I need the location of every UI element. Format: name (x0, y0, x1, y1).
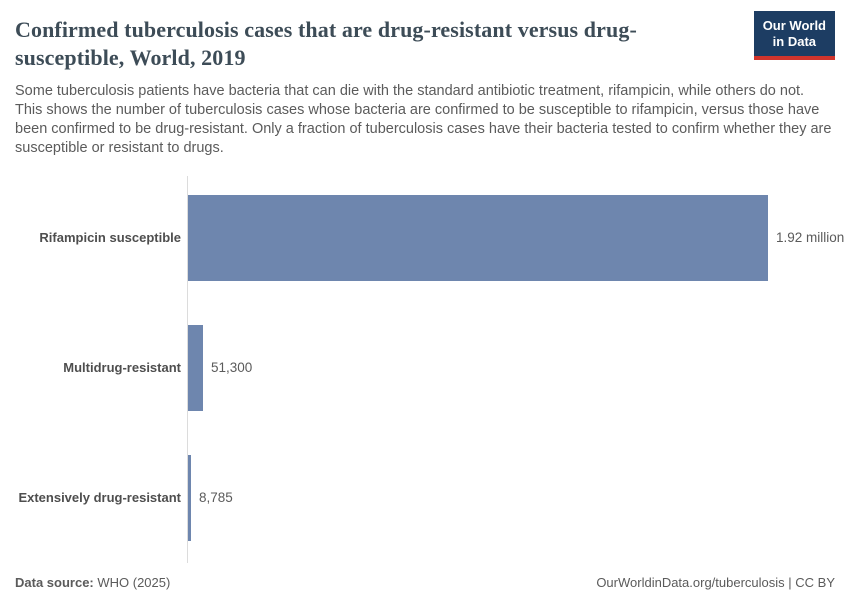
bar-wrap: 51,300 (188, 324, 253, 411)
value-label: 1.92 million (776, 230, 845, 246)
category-label: Multidrug-resistant (63, 360, 181, 376)
bar-row: Multidrug-resistant 51,300 (15, 303, 835, 433)
bar-wrap: 8,785 (188, 454, 233, 541)
value-label: 8,785 (199, 490, 233, 506)
bar[interactable] (188, 194, 768, 281)
data-source-label: Data source: (15, 574, 94, 590)
chart-header: Confirmed tuberculosis cases that are dr… (15, 11, 835, 72)
bar-row: Extensively drug-resistant 8,785 (15, 433, 835, 563)
bar-chart: Rifampicin susceptible 1.92 million Mult… (15, 173, 844, 563)
chart-subtitle: Some tuberculosis patients have bacteria… (15, 82, 832, 156)
bar[interactable] (188, 454, 191, 541)
category-label: Extensively drug-resistant (18, 490, 181, 506)
owid-logo[interactable]: Our World in Data (753, 11, 835, 60)
license-label: | CC BY (784, 574, 835, 590)
category-label: Rifampicin susceptible (39, 230, 181, 246)
data-source: Data source: WHO (2025) (15, 575, 170, 590)
bar-row: Rifampicin susceptible 1.92 million (15, 173, 844, 303)
data-source-value: WHO (2025) (93, 574, 171, 590)
owid-logo-line1: Our World (762, 18, 826, 33)
owid-url-link[interactable]: OurWorldinData.org/tuberculosis (596, 574, 785, 590)
bar-wrap: 1.92 million (188, 194, 845, 281)
owid-logo-line2: in Data (772, 34, 817, 49)
attribution: OurWorldinData.org/tuberculosis | CC BY (596, 575, 835, 590)
value-label: 51,300 (211, 360, 253, 376)
chart-footer: Data source: WHO (2025) OurWorldinData.o… (15, 575, 835, 590)
y-axis-line (187, 175, 188, 563)
bar[interactable] (188, 324, 203, 411)
page-title: Confirmed tuberculosis cases that are dr… (15, 17, 637, 70)
